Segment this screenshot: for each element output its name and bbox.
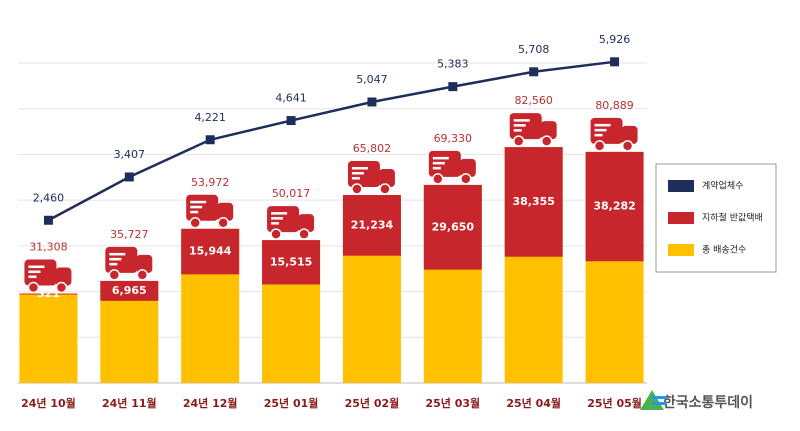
line-marker: [205, 135, 215, 145]
line-marker: [610, 57, 620, 67]
truck-icon: [186, 194, 234, 229]
line-marker: [286, 116, 296, 126]
bar-segment: [19, 293, 78, 295]
bar-segment: [342, 194, 401, 256]
legend-swatch: [668, 212, 694, 224]
x-tick-label: 25년 02월: [345, 396, 400, 410]
segment-label: 29,650: [432, 220, 475, 233]
truck-icon: [347, 160, 395, 195]
legend-label: 계약업체수: [702, 180, 743, 192]
bar-segment: [100, 280, 159, 301]
x-tick-label: 24년 11월: [102, 396, 157, 410]
total-label: 35,727: [110, 228, 149, 241]
x-tick-label: 24년 10월: [21, 396, 76, 410]
line-label: 5,926: [599, 33, 631, 46]
legend-label: 총 배송건수: [702, 245, 746, 256]
line-marker: [367, 97, 377, 107]
segment-label: 15,944: [189, 245, 232, 258]
total-label: 69,330: [434, 132, 473, 145]
segment-label: 6,965: [112, 284, 147, 297]
bar-segment: [423, 184, 482, 270]
line-marker: [124, 172, 134, 182]
segment-label: 21,234: [351, 218, 394, 231]
x-tick-label: 25년 05월: [587, 396, 642, 410]
truck-icon: [267, 206, 315, 240]
segment-label: 38,355: [512, 195, 554, 208]
legend-swatch: [668, 244, 694, 256]
bar-segment: [181, 228, 240, 275]
legend-swatch: [668, 180, 694, 192]
x-tick-label: 25년 04월: [506, 396, 561, 410]
line-label: 3,407: [114, 148, 146, 161]
bar-segment: [504, 147, 563, 257]
x-tick-label: 25년 01월: [264, 396, 319, 410]
line-label: 4,221: [194, 111, 226, 124]
x-tick-label: 25년 03월: [425, 396, 480, 410]
line-marker: [43, 215, 53, 225]
legend-label: 지하철 반값택배: [702, 212, 763, 224]
truck-icon: [428, 150, 476, 185]
truck-icon: [105, 246, 153, 281]
total-label: 50,017: [272, 187, 311, 200]
segment-label: 15,515: [270, 255, 312, 268]
bar-segment: [585, 151, 644, 262]
truck-icon: [24, 259, 72, 294]
total-label: 31,308: [29, 241, 68, 254]
line-marker: [448, 82, 458, 92]
x-tick-label: 24년 12월: [183, 396, 238, 410]
bar-segment: [262, 240, 321, 285]
total-label: 82,560: [514, 94, 553, 107]
line-marker: [529, 67, 539, 77]
line-label: 2,460: [33, 191, 65, 204]
total-label: 80,889: [595, 99, 634, 112]
truck-icon: [590, 117, 638, 152]
total-label: 65,802: [353, 142, 392, 155]
segment-label: 38,282: [593, 200, 635, 213]
watermark-logo: [640, 390, 666, 410]
truck-icon: [509, 113, 557, 147]
bar-total: [19, 293, 78, 383]
line: [47, 60, 615, 222]
line-label: 5,708: [518, 43, 550, 56]
line-label: 5,047: [356, 73, 388, 86]
watermark: 한국소통투데이: [663, 394, 753, 411]
line-label: 5,383: [437, 58, 469, 71]
segment-label: 321: [37, 287, 60, 300]
line-label: 4,641: [275, 92, 307, 105]
total-label: 53,972: [191, 176, 230, 189]
